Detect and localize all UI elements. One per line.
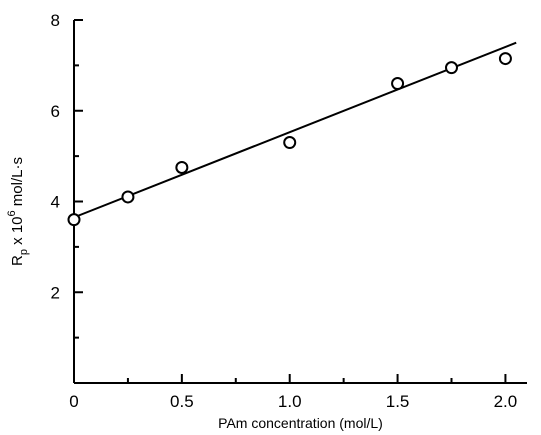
- y-label-superscript: 6: [6, 210, 18, 216]
- x-tick-label: 2.0: [494, 392, 518, 411]
- data-point: [175, 160, 189, 174]
- y-axis-title: Rp x 106 mol/L·s: [6, 157, 30, 266]
- data-point: [445, 61, 458, 75]
- y-label-base: R: [9, 255, 26, 266]
- x-tick-label: 1.5: [386, 392, 410, 411]
- data-point: [498, 52, 512, 66]
- tick-labels: 0 0.5 1.0 1.5 2.0 2 4 6 8: [51, 11, 518, 411]
- y-label-middle: x 10: [9, 216, 26, 249]
- y-tick-label: 2: [51, 283, 60, 302]
- x-axis-title: PAm concentration (mol/L): [218, 415, 383, 431]
- x-tick-label: 0: [69, 392, 78, 411]
- ticks: [73, 19, 507, 383]
- x-tick-label: 1.0: [278, 392, 302, 411]
- y-tick-label: 4: [51, 193, 60, 212]
- data-point: [391, 77, 405, 91]
- y-label-unit: mol/L·s: [9, 157, 26, 210]
- y-label-subscript: p: [18, 249, 30, 255]
- data-point: [283, 136, 297, 150]
- x-tick-label: 0.5: [170, 392, 194, 411]
- y-tick-label: 8: [51, 11, 60, 30]
- data-point: [67, 213, 81, 227]
- y-tick-label: 6: [51, 102, 60, 121]
- fit-line: [73, 41, 517, 219]
- axes: [73, 20, 527, 384]
- data-points: [67, 52, 512, 227]
- data-point: [121, 190, 135, 204]
